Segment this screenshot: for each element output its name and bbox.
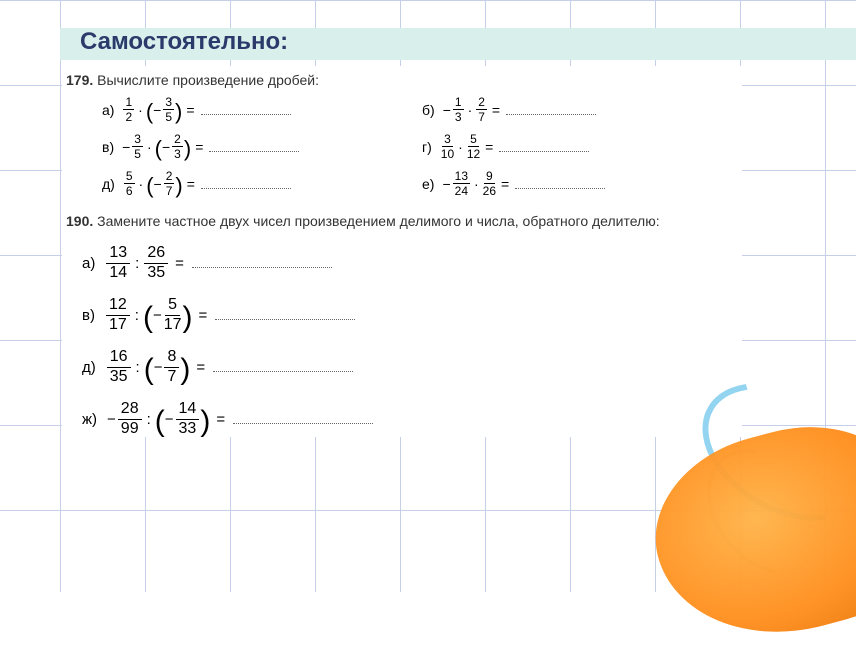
equals-sign: = — [501, 176, 509, 192]
exercise-179-header: 179. Вычислите произведение дробей: — [62, 66, 742, 96]
equals-sign: = — [186, 102, 194, 118]
exercise-190-header: 190. Замените частное двух чисел произве… — [62, 207, 742, 237]
minus-sign: − — [153, 102, 161, 118]
answer-blank — [213, 362, 353, 372]
fraction: 926 — [483, 170, 496, 197]
ex179-item-g: г) 310 · 512 = — [422, 133, 722, 160]
exercise-190-text: Замените частное двух чисел произведение… — [97, 213, 659, 229]
page-title: Самостоятельно: — [80, 28, 288, 56]
minus-sign: − — [165, 411, 174, 428]
answer-blank — [201, 105, 291, 115]
fraction: 1433 — [176, 401, 200, 437]
fraction: 1324 — [453, 170, 470, 197]
operator: : — [136, 359, 140, 376]
ex179-item-b: б) − 13 · 27 = — [422, 96, 722, 123]
item-label: д) — [102, 176, 115, 192]
fraction: 1314 — [106, 245, 130, 281]
fraction: 13 — [453, 96, 464, 123]
minus-sign: − — [154, 176, 162, 192]
ex179-item-d: д) 56 · ( − 27 ) = — [102, 170, 402, 197]
fraction: 35 — [132, 133, 143, 160]
operator: · — [458, 139, 463, 155]
fraction: 87 — [164, 349, 179, 385]
equals-sign: = — [485, 139, 493, 155]
fraction: 2899 — [118, 401, 142, 437]
equals-sign: = — [175, 255, 184, 272]
operator: · — [474, 176, 479, 192]
exercise-179-grid: а) 12 · ( − 35 ) = б) − 13 · 27 = в) − 3… — [62, 96, 742, 207]
equals-sign: = — [195, 139, 203, 155]
minus-sign: − — [153, 307, 162, 324]
equals-sign: = — [492, 102, 500, 118]
operator: : — [135, 255, 139, 272]
equals-sign: = — [196, 359, 205, 376]
answer-blank — [209, 142, 299, 152]
item-label: в) — [82, 307, 95, 324]
fraction: 35 — [163, 96, 174, 123]
item-label: д) — [82, 359, 96, 376]
answer-blank — [233, 414, 373, 424]
minus-sign: − — [162, 139, 170, 155]
operator: : — [147, 411, 151, 428]
exercise-190-list: а) 1314 : 2635 = в) 1217 : ( − 517 ) = д… — [62, 237, 742, 437]
equals-sign: = — [216, 411, 225, 428]
fraction: 23 — [172, 133, 183, 160]
fraction: 27 — [164, 170, 175, 197]
fraction: 56 — [124, 170, 135, 197]
item-label: а) — [82, 255, 95, 272]
fraction: 517 — [164, 297, 182, 333]
item-label: ж) — [82, 411, 97, 428]
answer-blank — [192, 258, 332, 268]
fraction: 12 — [123, 96, 134, 123]
fraction: 27 — [476, 96, 487, 123]
ex179-item-a: а) 12 · ( − 35 ) = — [102, 96, 402, 123]
fraction: 1217 — [106, 297, 130, 333]
ex190-item-v: в) 1217 : ( − 517 ) = — [82, 297, 742, 333]
operator: · — [468, 102, 473, 118]
item-label: е) — [422, 176, 434, 192]
ex190-item-d: д) 1635 : ( − 87 ) = — [82, 349, 742, 385]
minus-sign: − — [443, 102, 451, 118]
answer-blank — [215, 310, 355, 320]
ex179-item-v: в) − 35 · ( − 23 ) = — [102, 133, 402, 160]
item-label: а) — [102, 102, 114, 118]
operator: · — [147, 139, 152, 155]
operator: : — [135, 307, 139, 324]
minus-sign: − — [442, 176, 450, 192]
exercise-190-number: 190. — [66, 213, 93, 229]
minus-sign: − — [107, 411, 116, 428]
item-label: г) — [422, 139, 432, 155]
minus-sign: − — [122, 139, 130, 155]
ex190-item-a: а) 1314 : 2635 = — [82, 245, 742, 281]
answer-blank — [201, 179, 291, 189]
answer-blank — [506, 105, 596, 115]
item-label: в) — [102, 139, 114, 155]
ex190-item-zh: ж) − 2899 : ( − 1433 ) = — [82, 401, 742, 437]
ex179-item-e: е) − 1324 · 926 = — [422, 170, 722, 197]
answer-blank — [515, 179, 605, 189]
fraction: 512 — [467, 133, 480, 160]
minus-sign: − — [154, 359, 163, 376]
equals-sign: = — [187, 176, 195, 192]
fraction: 310 — [441, 133, 454, 160]
worksheet-content: 179. Вычислите произведение дробей: а) 1… — [62, 66, 742, 437]
equals-sign: = — [199, 307, 208, 324]
fraction: 2635 — [144, 245, 168, 281]
exercise-179-number: 179. — [66, 72, 93, 88]
fraction: 1635 — [107, 349, 131, 385]
operator: · — [139, 176, 144, 192]
answer-blank — [499, 142, 589, 152]
exercise-179-text: Вычислите произведение дробей: — [97, 72, 319, 88]
operator: · — [138, 102, 143, 118]
item-label: б) — [422, 102, 435, 118]
